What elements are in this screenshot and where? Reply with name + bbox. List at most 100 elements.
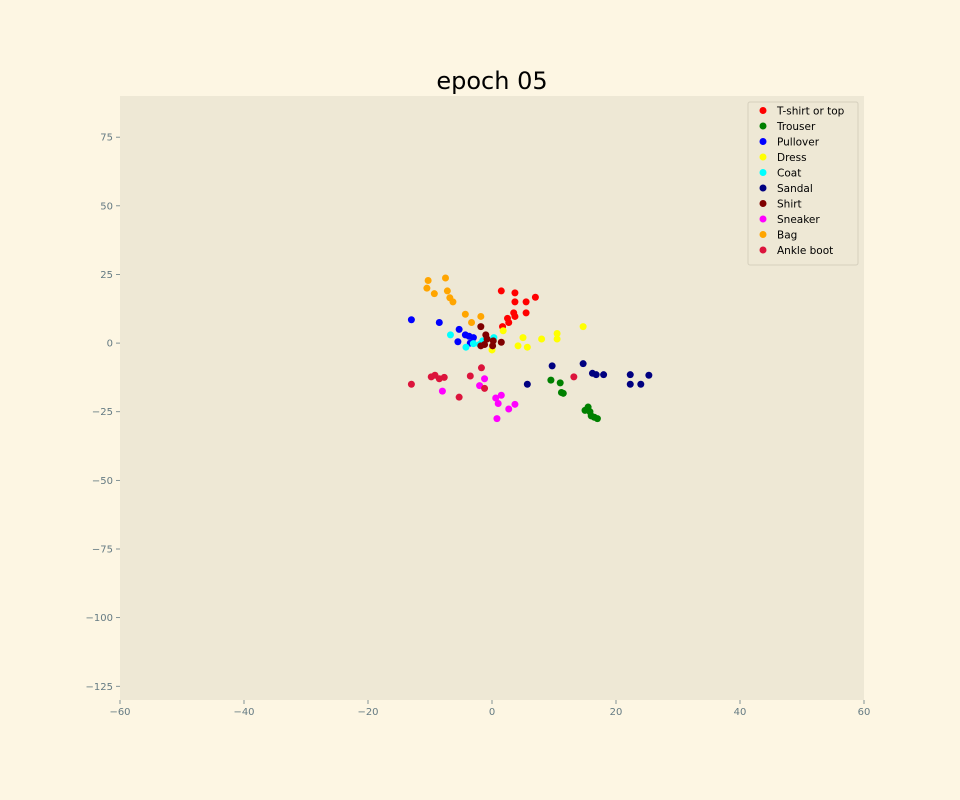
data-point [455,325,463,333]
data-point [511,400,519,408]
x-axis: −60 −40 −20 0 20 40 60 [109,700,870,718]
legend-label: Pullover [777,137,820,149]
legend-entry: Sneaker [759,214,820,226]
x-tick-label: −20 [357,707,378,718]
data-point [553,335,561,343]
legend-marker [759,231,767,238]
data-point [579,323,587,331]
x-tick-label: 20 [610,707,623,718]
legend-entry: Pullover [759,137,820,149]
data-point [523,380,531,388]
data-point [477,312,485,320]
data-point [483,335,491,343]
data-point [645,371,653,379]
series-5 [523,360,653,388]
legend-marker [759,107,767,114]
legend-label: Bag [777,230,797,242]
legend-entry: Sandal [759,183,813,195]
data-point [477,364,485,372]
data-point [505,319,513,326]
data-point [497,287,505,295]
data-point [522,309,530,317]
legend-marker [759,246,767,254]
data-point [442,274,449,282]
y-tick-label: 0 [107,339,113,350]
legend-label: Shirt [777,199,802,211]
data-point [548,362,556,370]
data-point [505,405,513,413]
plot-area [120,96,864,700]
data-point [493,415,501,423]
data-point [466,372,474,380]
data-point [449,298,457,306]
data-point [443,287,451,295]
data-point [481,375,489,383]
y-tick-label: 50 [100,201,113,212]
data-point [492,394,500,402]
y-tick-label: −25 [92,407,113,418]
data-point [626,380,634,388]
legend-label: Ankle boot [777,245,833,257]
data-point [523,343,531,351]
legend-marker [759,138,767,145]
data-point [600,371,608,379]
data-point [637,380,645,388]
data-point [407,316,415,324]
data-point [469,340,477,348]
data-point [553,329,561,337]
data-point [511,298,519,306]
y-axis: 75 50 25 0 −25 −50 −75 −100 −125 [86,133,120,693]
legend-marker [759,122,767,130]
data-point [511,289,519,297]
data-point [435,375,443,383]
series-8 [423,274,485,326]
x-tick-label: 60 [858,707,871,718]
legend-label: Trouser [776,121,816,133]
data-point [531,293,539,301]
data-point [435,319,443,326]
legend-entry: T-shirt or top [759,106,845,118]
data-point [499,327,507,335]
legend-label: Sandal [777,183,813,195]
data-point [511,312,519,320]
y-tick-label: −125 [86,682,113,693]
legend-entry: Shirt [759,199,802,211]
data-point [497,391,505,399]
legend-label: Sneaker [777,214,820,226]
legend-entry: Ankle boot [759,245,833,257]
x-tick-label: 40 [734,707,747,718]
y-tick-label: 25 [100,270,113,281]
data-point [455,393,463,401]
data-point [489,342,497,350]
chart-title: epoch 05 [436,67,547,95]
y-tick-label: 75 [100,133,113,144]
legend-marker [759,184,767,192]
y-tick-label: −100 [86,613,113,624]
legend-entry: Dress [759,152,807,164]
data-point [514,342,522,350]
series-0 [497,287,539,331]
data-point [559,389,567,397]
legend-box [747,101,859,266]
data-point [522,298,530,306]
data-point [446,331,454,339]
data-point [424,276,432,284]
data-point [430,290,438,298]
legend-entry: Trouser [759,121,816,133]
series-6 [477,323,505,350]
x-tick-label: −60 [109,707,130,718]
data-point [468,319,476,326]
legend-marker [759,169,767,176]
x-tick-label: 0 [489,707,495,718]
data-point [556,379,564,387]
data-point [407,380,415,388]
y-tick-label: −75 [92,545,113,556]
legend-label: Dress [777,152,807,164]
data-point [454,338,462,346]
data-point [538,335,546,343]
data-point [427,373,435,381]
legend-marker [759,153,767,161]
legend-marker [759,215,767,223]
data-point [579,360,587,368]
